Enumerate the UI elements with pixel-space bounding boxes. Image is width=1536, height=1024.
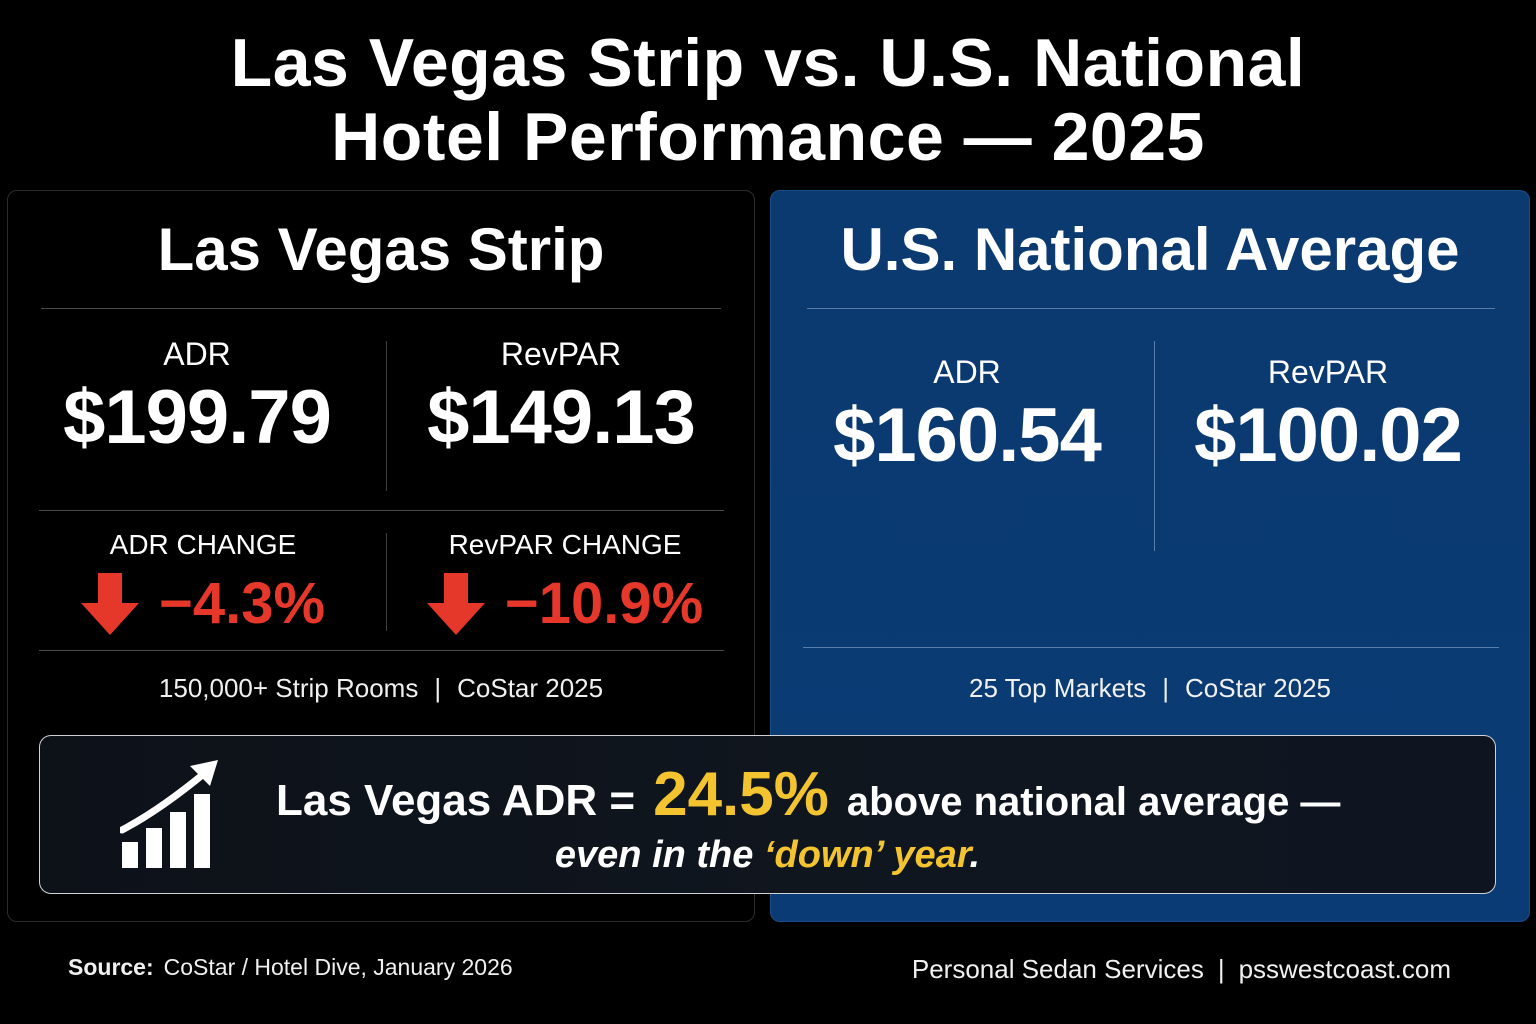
lv-adr-change-value: −4.3% [158, 571, 326, 636]
down-arrow-icon [80, 573, 139, 635]
las-vegas-heading: Las Vegas Strip [157, 216, 605, 283]
callout-subline-highlight: ‘down’ year [763, 834, 970, 876]
lv-footer: 150,000+ Strip Rooms | CoStar 2025 [8, 673, 754, 704]
us-footer-markets: 25 Top Markets [968, 673, 1147, 703]
source-label: Source: [68, 954, 154, 980]
brand-name: Personal Sedan Services [911, 954, 1204, 984]
divider [386, 533, 387, 631]
lv-revpar-metric: RevPAR $149.13 [406, 335, 716, 463]
us-adr-value: $160.54 [833, 393, 1102, 478]
lv-revpar-change-value: −10.9% [504, 571, 704, 636]
source-note: Source: CoStar / Hotel Dive, January 2026 [68, 954, 513, 981]
callout-subline-start: even in the [554, 834, 754, 876]
brand-credit: Personal Sedan Services | psswestcoast.com [912, 954, 1451, 985]
callout-prefix: Las Vegas ADR = [276, 776, 636, 825]
us-revpar-label: RevPAR [1267, 354, 1389, 390]
divider [39, 650, 724, 651]
callout-subline: even in the ‘down’ year. [40, 832, 1495, 878]
lv-revpar-value: $149.13 [427, 375, 696, 460]
us-adr-metric: ADR $160.54 [811, 353, 1123, 481]
national-heading: U.S. National Average [840, 216, 1460, 283]
lv-footer-rooms: 150,000+ Strip Rooms [158, 673, 419, 703]
divider [41, 308, 721, 309]
page-title: Las Vegas Strip vs. U.S. National Hotel … [0, 26, 1536, 174]
lv-adr-change-label: ADR CHANGE [109, 529, 297, 560]
lv-adr-value: $199.79 [63, 375, 332, 460]
lv-adr-change: ADR CHANGE −4.3% [48, 528, 358, 636]
down-arrow-icon [426, 573, 485, 635]
callout-subline-end: . [969, 834, 981, 876]
title-line-1: Las Vegas Strip vs. U.S. National [230, 25, 1306, 101]
lv-revpar-label: RevPAR [500, 336, 622, 372]
title-line-2: Hotel Performance — 2025 [331, 99, 1205, 175]
lv-adr-metric: ADR $199.79 [42, 335, 352, 463]
separator: | [434, 673, 442, 703]
divider [39, 510, 724, 511]
lv-adr-label: ADR [163, 336, 231, 372]
growth-chart-icon [120, 760, 218, 868]
lv-footer-source: CoStar 2025 [457, 673, 604, 703]
lv-revpar-change: RevPAR CHANGE −10.9% [400, 528, 730, 636]
us-adr-label: ADR [933, 354, 1001, 390]
callout-headline: Las Vegas ADR = 24.5% above national avera… [276, 760, 1340, 837]
divider [807, 308, 1495, 309]
callout-suffix: above national average — [846, 780, 1341, 824]
divider [1154, 341, 1155, 551]
brand-url[interactable]: psswestcoast.com [1238, 954, 1451, 984]
us-footer-source: CoStar 2025 [1185, 673, 1332, 703]
lv-revpar-change-label: RevPAR CHANGE [448, 529, 682, 560]
adr-premium-callout: Las Vegas ADR = 24.5% above national avera… [39, 735, 1496, 894]
us-revpar-value: $100.02 [1194, 393, 1463, 478]
separator: | [1217, 954, 1225, 984]
divider [803, 647, 1499, 648]
us-revpar-metric: RevPAR $100.02 [1171, 353, 1485, 481]
us-footer: 25 Top Markets | CoStar 2025 [771, 673, 1529, 704]
callout-percent: 24.5% [653, 760, 829, 829]
divider [386, 341, 387, 491]
source-text: CoStar / Hotel Dive, January 2026 [163, 954, 513, 980]
separator: | [1162, 673, 1170, 703]
